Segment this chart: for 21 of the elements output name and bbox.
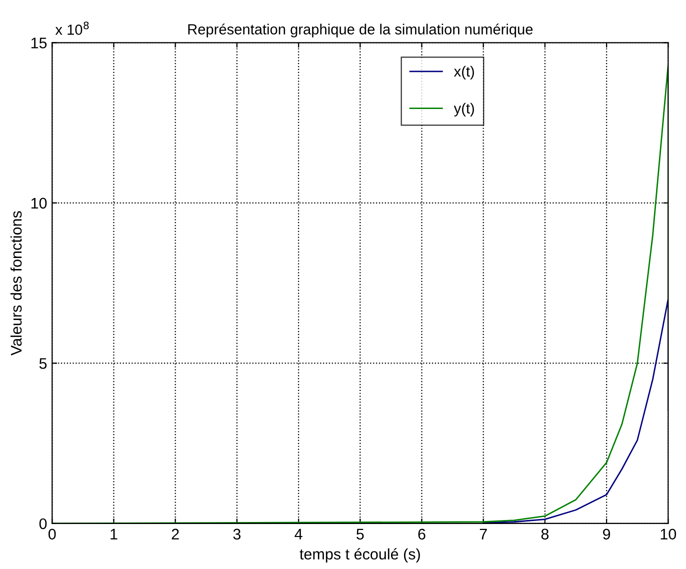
x-tick-label: 4 bbox=[294, 528, 302, 540]
y-axis-title: Valeurs des fonctions bbox=[10, 211, 22, 356]
legend-label: x(t) bbox=[454, 66, 474, 80]
x-tick-label: 8 bbox=[541, 528, 549, 540]
x-axis-title: temps t écoulé (s) bbox=[300, 548, 420, 563]
y-tick-label: 5 bbox=[39, 358, 47, 369]
y-tick-label: 15 bbox=[31, 38, 47, 48]
x-tick-label: 5 bbox=[356, 528, 364, 540]
x-tick-label: 0 bbox=[48, 528, 56, 540]
legend-label: y(t) bbox=[454, 102, 474, 116]
x-tick-label: 9 bbox=[603, 528, 610, 540]
x-tick-label: 3 bbox=[233, 528, 241, 540]
x-tick-label: 10 bbox=[660, 528, 676, 540]
y-tick-label: 10 bbox=[31, 198, 47, 209]
x-tick-label: 7 bbox=[480, 528, 487, 540]
text: x 10$^{8}$ bbox=[55, 22, 89, 35]
y-tick-label: 0 bbox=[39, 518, 47, 530]
chart-title: Représentation graphique de la simulation numérique bbox=[188, 24, 533, 38]
x-tick-label: 1 bbox=[110, 528, 118, 540]
x-tick-label: 6 bbox=[418, 528, 426, 540]
x-tick-label: 2 bbox=[172, 528, 179, 540]
